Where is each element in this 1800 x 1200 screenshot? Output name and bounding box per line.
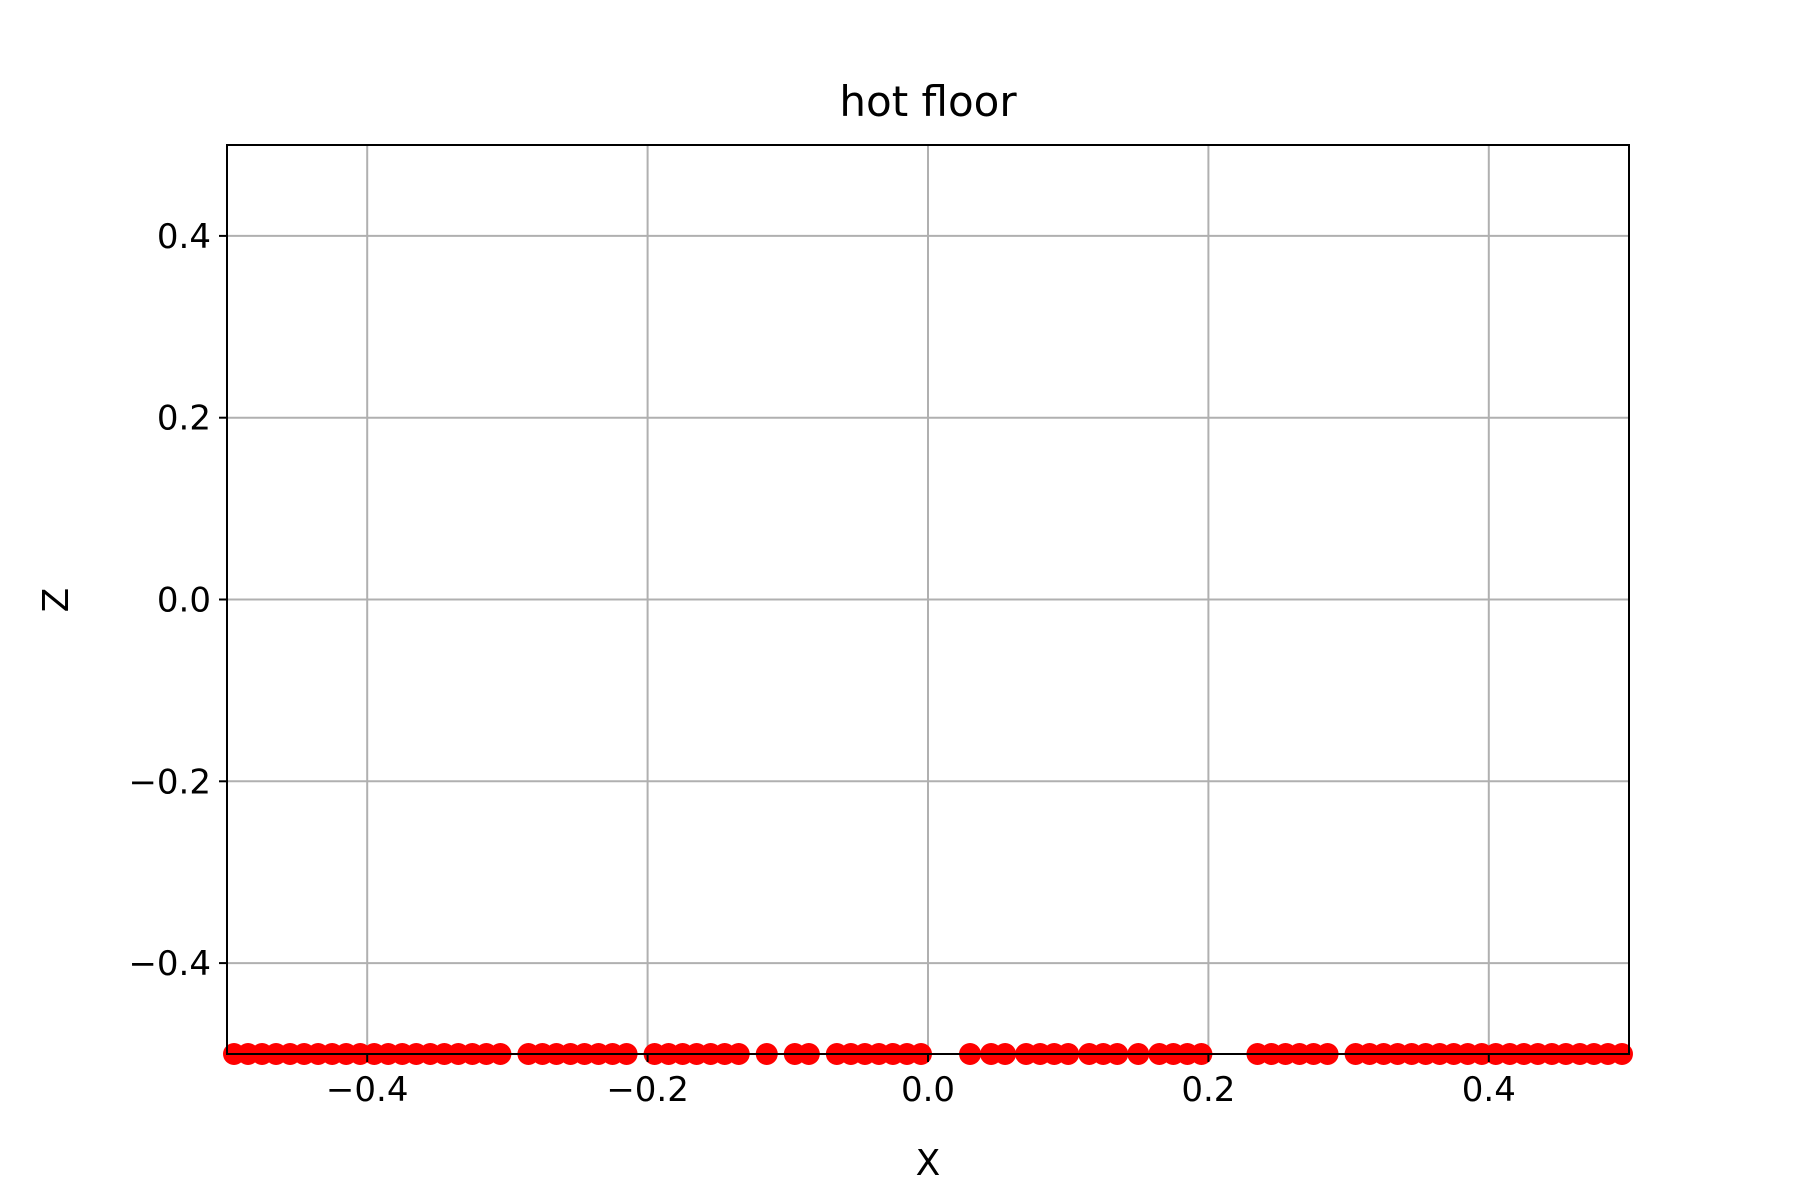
chart-title: hot floor: [839, 77, 1017, 126]
y-tick-label: 0.0: [157, 581, 211, 621]
y-tick-label: 0.2: [157, 399, 211, 439]
y-tick-label: −0.4: [128, 944, 211, 984]
x-tick-label: 0.0: [901, 1070, 955, 1110]
x-axis-label: X: [916, 1143, 941, 1184]
x-tick-label: 0.4: [1462, 1070, 1516, 1110]
grid: [227, 145, 1629, 1054]
y-tick-label: 0.4: [157, 217, 211, 257]
axis-ticks: −0.4 −0.2 0.0 0.2 0.4 −0.4 −0.2 0.0 0.2 0.4: [128, 217, 1515, 1110]
x-tick-label: −0.2: [606, 1070, 689, 1110]
y-axis-label: Z: [36, 588, 77, 613]
y-tick-label: −0.2: [128, 762, 211, 802]
x-tick-label: 0.2: [1181, 1070, 1235, 1110]
x-tick-label: −0.4: [326, 1070, 409, 1110]
